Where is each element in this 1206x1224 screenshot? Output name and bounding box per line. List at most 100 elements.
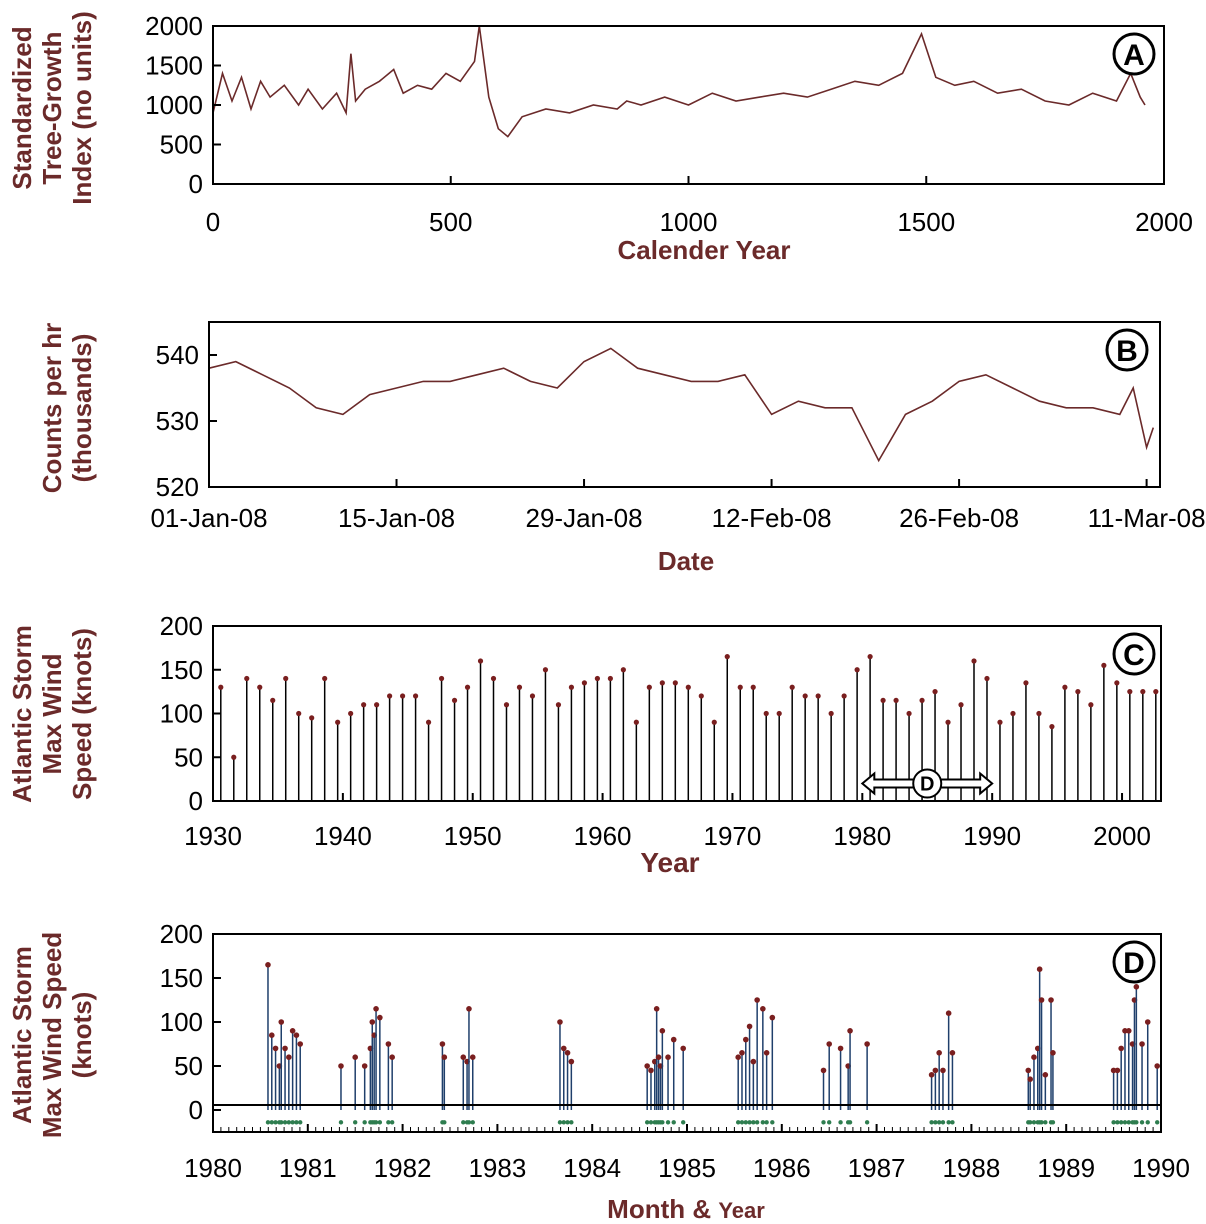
storm-point [997,719,1003,725]
storm-point [919,697,925,703]
panel-a-y-axis-title-line-2: Tree-Growth [37,31,67,184]
storm-genesis-point [282,1120,288,1125]
storm-genesis-point [461,1120,466,1125]
storm-point [1050,1050,1056,1056]
y-tick-label: 500 [160,130,203,160]
storm-genesis-point [847,1120,853,1125]
panel-c-y-axis-title-line-2: Max Wind [37,653,67,774]
storm-genesis-point [338,1120,344,1125]
x-tick-label: 0 [206,207,220,237]
tree-growth-line [212,25,1146,138]
storm-genesis-point [1126,1120,1131,1125]
storm-point [1038,997,1045,1003]
storm-point [1088,702,1094,708]
y-tick-label: 100 [160,1007,203,1037]
x-tick-label: 1982 [374,1153,432,1183]
storm-genesis-point [739,1120,745,1125]
storm-point [560,1045,567,1052]
storm-point [867,654,873,660]
storm-point [1144,1019,1151,1025]
storm-point [1027,1076,1033,1082]
x-tick-label: 1500 [897,207,955,237]
y-tick-label: 1000 [145,90,203,120]
panel-c-y-axis-title-line-1: Atlantic Storm [7,625,37,803]
storm-genesis-point [929,1120,934,1125]
storm-point [665,1054,671,1060]
panel-d-x-axis-title: Month & Year [607,1194,765,1224]
storm-point [374,702,380,708]
panel-c-x-axis-title: Year [640,847,699,878]
storm-genesis-point [665,1120,671,1125]
storm-point [1036,966,1043,972]
storm-genesis-point [442,1120,447,1125]
x-tick-label: 1950 [444,821,502,851]
storm-genesis-point [269,1120,274,1125]
storm-point [293,1032,300,1038]
storm-genesis-point [950,1120,955,1125]
y-tick-label: 100 [160,699,203,729]
storm-point [1125,1028,1132,1034]
x-tick-label: 1000 [660,207,718,237]
storm-point [739,1050,745,1056]
storm-point [760,1006,766,1012]
storm-point [555,702,562,708]
panel-c-badge [1112,632,1156,676]
storm-point [607,675,613,682]
storm-genesis-point [1031,1120,1037,1125]
storm-point [685,684,691,690]
storm-point [1114,1067,1121,1074]
storm-point [1153,689,1159,695]
storm-genesis-point [754,1120,760,1125]
storm-point [841,693,847,699]
x-tick-label: 1930 [184,821,242,851]
storm-point [633,719,639,725]
storm-point [644,1063,650,1069]
storm-point [1075,689,1081,695]
storm-genesis-point [265,1120,271,1125]
storm-point [648,1067,654,1074]
storm-genesis-point [362,1120,367,1125]
storm-genesis-point [743,1120,748,1125]
storm-point [820,1067,827,1074]
storm-point [893,697,899,703]
storm-point [272,1045,279,1052]
x-tick-label: 11-Mar-08 [1088,503,1206,533]
storm-point [789,684,795,690]
storm-point [659,680,665,686]
storm-point [971,658,977,664]
storm-point [361,702,367,708]
panel-b-y-axis-title-line-1: Counts per hr [37,323,67,493]
storm-point [1140,689,1146,695]
panel-b-x-axis-title: Date [658,546,714,576]
storm-point [469,1054,476,1060]
storm-point [837,1045,844,1052]
storm-genesis-point [936,1120,942,1125]
storm-point [568,1058,575,1065]
storm-point [490,675,497,682]
y-tick-label: 200 [160,919,203,949]
panel-b-y-ticks: 520 530 540 [156,340,217,502]
storm-genesis-point [735,1120,741,1125]
storm-point [352,1054,359,1060]
storm-point [309,715,315,721]
x-tick-label: 1940 [314,821,372,851]
panel-c-frame [212,625,1162,802]
storm-point [412,693,419,699]
panel-a-y-ticks: 0 500 1000 1500 2000 [145,11,221,199]
panel-b-y-axis-title-line-2: (thousands) [67,334,97,483]
y-tick-label: 0 [189,169,203,199]
storm-genesis-point [946,1120,951,1125]
panel-d-y-ticks: 0 50 100 150 200 [160,919,221,1125]
storm-point [529,693,536,699]
storm-point [1154,1063,1161,1069]
x-tick-label: 1970 [704,821,762,851]
panel-b: 520 530 540 01-Jan-08 15-Jan-08 29-Jan-08 12-… [37,321,1206,576]
storm-point [439,1041,446,1047]
storm-genesis-point [470,1120,475,1125]
storm-point [286,1054,292,1060]
y-tick-label: 2000 [145,11,203,41]
storm-genesis-point [1111,1120,1116,1125]
storm-point [945,719,951,725]
panel-d-x-axis-title-part-2: Year [718,1198,765,1223]
